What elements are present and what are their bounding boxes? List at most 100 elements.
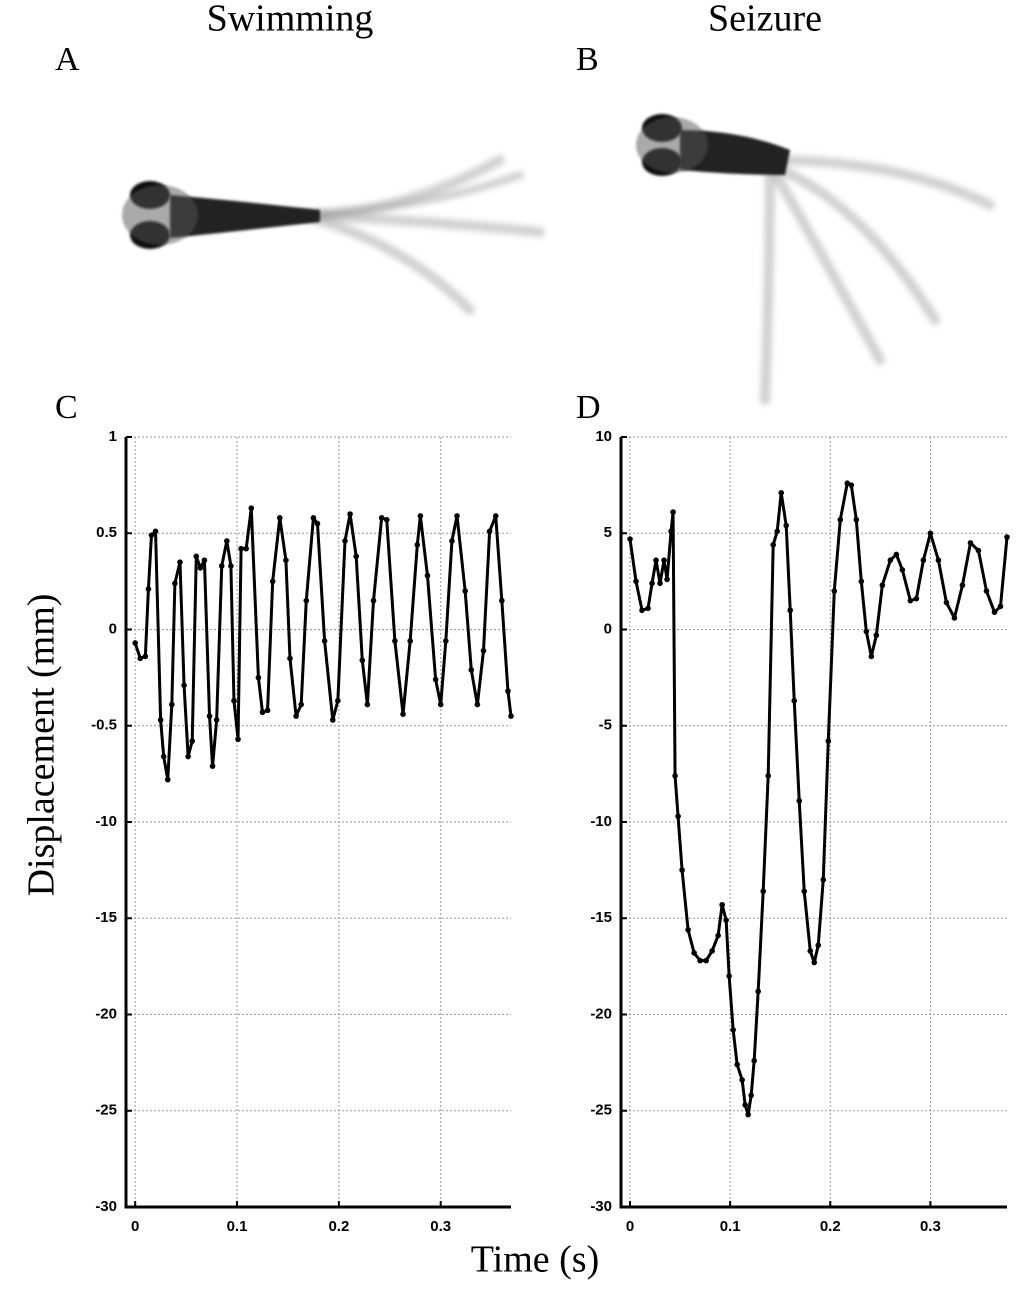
y-tick-label: -15 — [590, 909, 612, 926]
data-point — [201, 557, 208, 563]
y-tick-label: -15 — [95, 909, 117, 926]
y-tick-label: -10 — [590, 813, 612, 830]
data-point — [751, 1057, 757, 1064]
data-point — [726, 973, 732, 979]
data-point — [863, 628, 870, 635]
data-point — [927, 530, 934, 537]
y-tick-label: -0.5 — [91, 717, 117, 734]
data-point — [853, 516, 860, 523]
data-point — [177, 559, 183, 565]
data-point — [303, 597, 310, 604]
data-point — [639, 607, 645, 614]
data-point — [670, 509, 676, 515]
data-point — [148, 532, 155, 538]
data-point — [991, 609, 998, 615]
data-point — [486, 528, 493, 535]
data-point — [920, 557, 927, 563]
data-point — [298, 701, 304, 708]
data-point — [364, 701, 371, 708]
data-point — [213, 717, 220, 723]
data-point — [697, 957, 703, 964]
data-point — [209, 763, 216, 769]
data-point — [287, 655, 293, 662]
data-point — [734, 1061, 740, 1068]
data-point — [269, 578, 276, 585]
data-point — [825, 738, 832, 744]
data-point — [959, 582, 966, 589]
data-point — [407, 638, 413, 644]
y-tick-label: 0.5 — [96, 524, 117, 541]
data-point — [243, 545, 249, 552]
data-point — [238, 545, 244, 552]
fish-swimming — [122, 155, 545, 315]
data-point — [206, 713, 213, 719]
fish-seizure — [636, 114, 995, 405]
data-point — [224, 538, 230, 544]
x-tick-label: 0.2 — [328, 1218, 349, 1235]
panel-label: A — [55, 41, 80, 78]
data-point — [342, 538, 348, 544]
data-point — [383, 516, 390, 523]
data-point — [967, 540, 974, 546]
data-point — [975, 547, 982, 554]
data-point — [837, 516, 844, 523]
data-point — [142, 653, 149, 660]
data-line — [628, 481, 1009, 1117]
data-point — [770, 542, 776, 548]
data-point — [723, 917, 729, 923]
data-point — [145, 586, 152, 592]
data-point — [505, 688, 511, 694]
data-point — [653, 557, 659, 563]
y-tick-label: -25 — [590, 1102, 612, 1119]
data-point — [899, 567, 906, 573]
data-point — [443, 638, 449, 644]
data-point — [649, 580, 655, 587]
data-point — [235, 736, 241, 743]
data-point — [774, 528, 781, 535]
data-point — [259, 709, 266, 716]
data-point — [703, 957, 709, 964]
data-point — [730, 1027, 736, 1033]
x-tick-label: 0.1 — [720, 1218, 741, 1235]
panel-label: B — [576, 41, 599, 78]
data-point — [755, 988, 761, 995]
data-point — [437, 701, 444, 708]
data-point — [264, 707, 271, 714]
y-tick-label: 1 — [109, 428, 117, 445]
data-point — [449, 538, 455, 544]
data-point — [276, 515, 283, 521]
data-point — [765, 773, 771, 779]
data-point — [152, 528, 159, 535]
data-point — [811, 959, 818, 966]
data-point — [283, 557, 289, 563]
data-point — [796, 798, 803, 804]
data-point — [791, 697, 798, 704]
data-point — [432, 676, 439, 683]
panel-label: C — [55, 389, 78, 426]
data-point — [685, 927, 691, 933]
data-point — [742, 1102, 748, 1108]
data-point — [218, 563, 225, 569]
data-point — [197, 565, 204, 571]
data-point — [329, 717, 336, 723]
data-point — [492, 513, 499, 519]
panel-label: D — [576, 389, 601, 426]
data-point — [868, 653, 875, 660]
data-point — [293, 713, 299, 719]
column-title: Swimming — [207, 0, 374, 40]
data-point — [314, 520, 321, 527]
data-point — [913, 595, 920, 602]
data-point — [193, 553, 200, 560]
data-point — [807, 948, 814, 954]
y-tick-label: 10 — [595, 428, 612, 445]
data-point — [347, 511, 353, 517]
data-point — [983, 588, 990, 594]
data-point — [873, 632, 880, 639]
data-point — [248, 505, 255, 512]
data-point — [627, 536, 633, 542]
data-point — [424, 572, 431, 579]
y-tick-label: 0 — [109, 620, 117, 637]
data-point — [879, 582, 886, 589]
data-point — [787, 607, 794, 614]
